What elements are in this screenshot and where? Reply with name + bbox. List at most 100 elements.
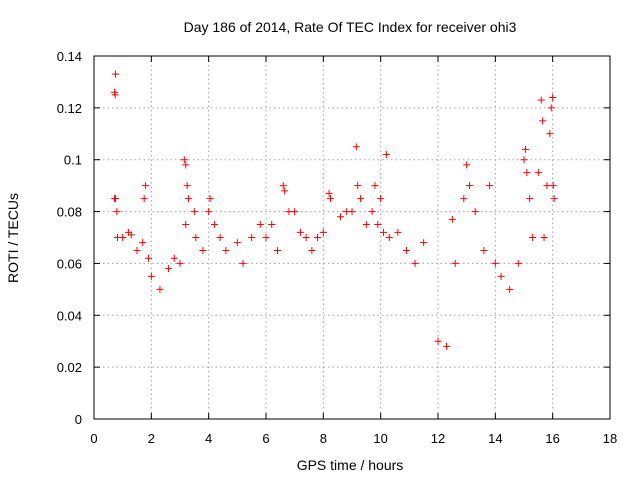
data-point — [539, 117, 547, 125]
y-tick-label: 0.14 — [57, 49, 82, 64]
data-point — [170, 254, 178, 262]
data-point — [319, 228, 327, 236]
data-point — [156, 285, 164, 293]
data-point — [176, 259, 184, 267]
data-point — [302, 234, 310, 241]
data-point — [521, 145, 529, 153]
data-point — [374, 221, 382, 229]
data-point — [547, 104, 555, 112]
data-point — [180, 156, 188, 164]
data-point — [327, 195, 334, 203]
data-point — [540, 234, 548, 241]
x-tick-labels: 0 2 4 6 8 10 12 14 16 18 — [90, 431, 617, 446]
data-point — [144, 254, 152, 262]
data-point — [354, 182, 362, 190]
data-point — [420, 239, 428, 247]
data-point — [411, 259, 419, 267]
data-point — [549, 182, 557, 190]
y-tick-label: 0.08 — [57, 205, 82, 220]
data-point — [382, 151, 390, 159]
x-tick-label: 16 — [545, 431, 559, 446]
x-tick-label: 2 — [148, 431, 155, 446]
data-point — [529, 234, 537, 241]
data-point — [256, 221, 264, 229]
data-point — [385, 234, 393, 241]
data-point — [308, 246, 316, 254]
data-point — [183, 182, 191, 190]
data-point — [119, 234, 127, 241]
y-tick-labels: 0 0.02 0.04 0.06 0.08 0.1 0.12 0.14 — [57, 49, 82, 427]
data-point — [549, 93, 557, 101]
data-point — [534, 169, 542, 177]
data-point — [233, 239, 241, 247]
data-point — [190, 208, 198, 216]
chart-title: Day 186 of 2014, Rate Of TEC Index for r… — [184, 19, 517, 35]
y-axis-title: ROTI / TECUs — [5, 193, 21, 283]
data-point — [526, 195, 534, 203]
data-point — [463, 161, 471, 169]
data-point — [394, 228, 402, 236]
data-point — [546, 130, 554, 138]
data-point — [520, 156, 528, 164]
data-point — [402, 246, 410, 254]
grid — [94, 56, 610, 419]
data-point — [466, 182, 474, 190]
x-tick-label: 8 — [320, 431, 327, 446]
y-tick-label: 0.06 — [57, 256, 82, 271]
data-point — [147, 272, 155, 280]
y-tick-label: 0 — [75, 412, 82, 427]
data-point — [239, 259, 247, 267]
data-point — [273, 246, 281, 254]
data-point — [352, 143, 360, 151]
data-point — [325, 189, 333, 197]
data-point — [371, 182, 379, 190]
x-tick-label: 12 — [431, 431, 445, 446]
data-point — [451, 259, 459, 267]
data-point — [139, 239, 147, 247]
x-tick-label: 4 — [205, 431, 212, 446]
data-point — [182, 161, 190, 169]
data-point — [185, 195, 193, 203]
data-point — [523, 169, 531, 177]
data-point — [192, 234, 200, 241]
data-point — [434, 337, 442, 345]
data-point — [497, 272, 505, 280]
data-point — [291, 208, 299, 216]
data-point — [368, 208, 376, 216]
data-point — [537, 96, 545, 104]
data-point — [210, 221, 218, 229]
data-point — [377, 195, 385, 203]
axis-ticks — [93, 55, 611, 420]
data-point — [362, 221, 370, 229]
data-point — [127, 231, 135, 239]
data-point — [491, 259, 499, 267]
x-axis-title: GPS time / hours — [297, 457, 404, 473]
data-point — [165, 265, 173, 273]
data-point — [337, 213, 345, 221]
data-point — [471, 208, 479, 216]
data-point — [448, 215, 456, 223]
data-point — [199, 246, 207, 254]
data-point — [140, 195, 148, 203]
data-point — [281, 187, 289, 195]
y-tick-label: 0.02 — [57, 360, 82, 375]
data-point — [543, 182, 551, 190]
x-tick-label: 14 — [488, 431, 502, 446]
data-point — [248, 234, 256, 241]
y-tick-label: 0.04 — [57, 308, 82, 323]
data-point — [112, 70, 119, 78]
data-point — [460, 195, 468, 203]
data-point — [550, 195, 558, 203]
data-point — [182, 221, 190, 229]
data-point — [111, 91, 119, 99]
data-point — [205, 208, 213, 216]
data-point — [206, 195, 214, 203]
data-point — [486, 182, 494, 190]
data-point — [506, 285, 514, 293]
data-point — [112, 195, 119, 203]
data-point — [514, 259, 522, 267]
data-point — [480, 246, 488, 254]
data-point — [314, 234, 322, 241]
data-point — [113, 208, 121, 216]
